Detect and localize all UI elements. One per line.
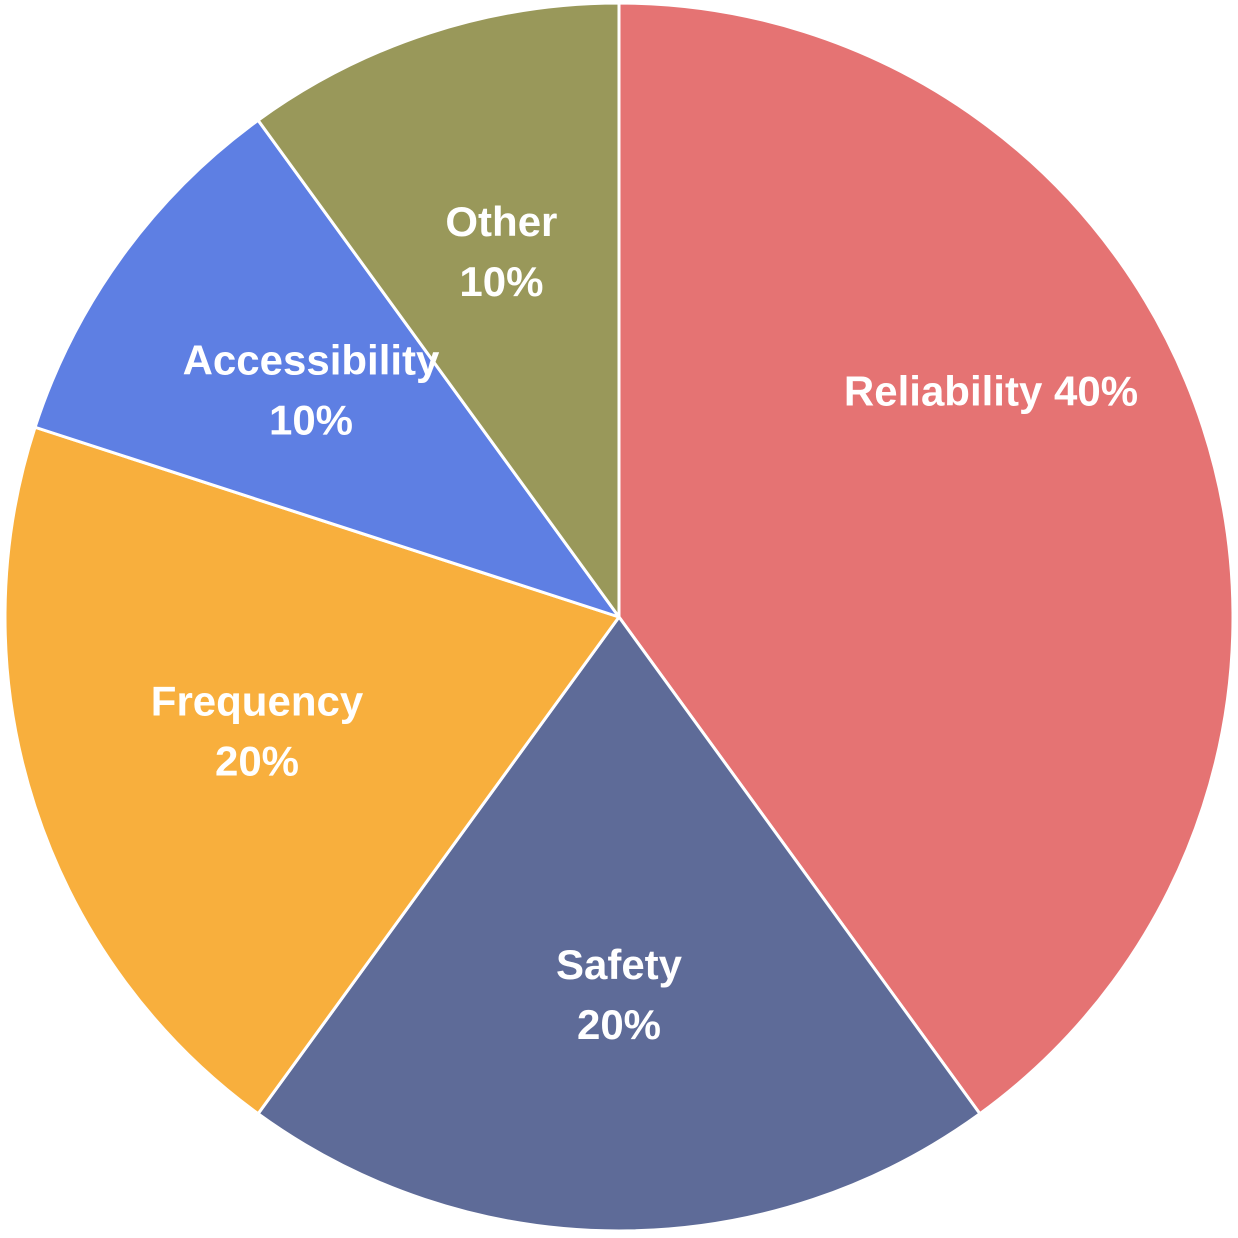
pie-slice-safety bbox=[256, 615, 982, 1233]
pie-slice-other bbox=[256, 1, 621, 619]
slice-name-safety: Safety bbox=[556, 941, 683, 988]
pie-slices bbox=[3, 1, 1235, 1233]
slice-name-accessibility: Accessibility bbox=[183, 336, 440, 383]
slice-name-frequency: Frequency bbox=[151, 678, 364, 725]
slice-pct-accessibility: 10% bbox=[269, 396, 353, 443]
slice-pct-reliability: 40% bbox=[1042, 367, 1138, 414]
slice-pct-safety: 20% bbox=[577, 1001, 661, 1048]
pie-slice-reliability bbox=[617, 1, 1235, 1116]
slice-name-other: Other bbox=[445, 198, 557, 245]
slice-name-reliability: Reliability bbox=[844, 367, 1043, 414]
pie-labels: Reliability 40% Safety 20% Frequency 20% Acce… bbox=[151, 198, 1138, 1048]
slice-pct-frequency: 20% bbox=[215, 738, 299, 785]
slice-pct-other: 10% bbox=[459, 258, 543, 305]
slice-label-reliability: Reliability 40% bbox=[844, 367, 1138, 414]
pie-slice-frequency bbox=[3, 425, 621, 1116]
pie-slice-accessibility bbox=[33, 118, 621, 619]
